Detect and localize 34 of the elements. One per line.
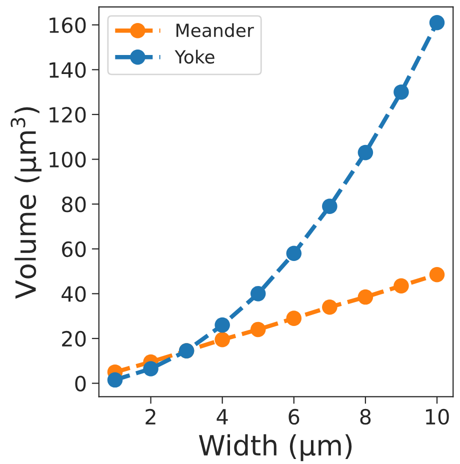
point (322, 299, 338, 315)
y-tick-label: 100 (50, 152, 86, 168)
y-tick-label: 160 (50, 17, 86, 34)
y-tick-label: 20 (62, 330, 86, 347)
point (429, 15, 445, 30)
y-axis-title: Volume (μm$^{3}$) (10, 107, 42, 299)
point (429, 267, 445, 282)
point (286, 246, 302, 261)
x-tick-label: 4 (216, 409, 228, 424)
point (214, 332, 230, 348)
y-tick-label: 80 (62, 196, 86, 212)
point (394, 84, 409, 100)
point (394, 278, 409, 294)
x-tick-label: 2 (146, 408, 156, 424)
legend-label: Yoke (174, 50, 214, 64)
y-tick-label: 120 (50, 106, 86, 123)
x-axis-title: Width (μm) (198, 434, 352, 462)
point (214, 317, 230, 333)
point (358, 144, 374, 160)
point (107, 372, 123, 388)
point (286, 310, 302, 326)
point (250, 286, 266, 302)
legend-label: Meander (176, 23, 254, 38)
point (322, 198, 338, 214)
y-tick-label: 40 (62, 286, 86, 302)
point (358, 289, 374, 305)
x-tick-label: 8 (360, 408, 371, 425)
x-tick-label: 6 (288, 408, 300, 425)
y-tick-label: 140 (50, 62, 86, 78)
point (250, 322, 266, 338)
point (143, 361, 158, 376)
x-tick-label: 10 (426, 408, 449, 425)
y-tick-label: 0 (75, 376, 86, 392)
y-tick-label: 60 (62, 241, 86, 258)
